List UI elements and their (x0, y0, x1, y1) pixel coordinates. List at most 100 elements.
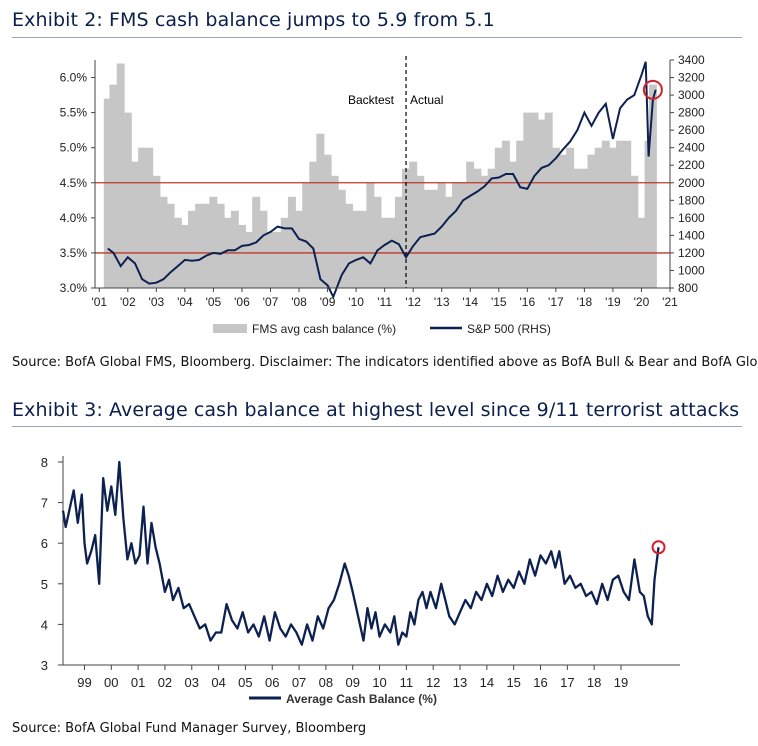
cash-balance-bar (648, 84, 657, 288)
y2-tick-label: 3000 (678, 88, 705, 102)
cash-balance-bar (594, 147, 603, 288)
cash-balance-bar (473, 168, 482, 288)
legend-label-line: Average Cash Balance (%) (286, 692, 437, 706)
y2-tick-label: 1600 (678, 211, 705, 225)
y2-tick-label: 3200 (678, 71, 705, 85)
cash-balance-bar (601, 140, 610, 288)
cash-balance-bar (216, 203, 225, 288)
x-tick-label: 08 (319, 675, 333, 690)
exhibit3-title: Exhibit 3: Average cash balance at highe… (12, 399, 740, 421)
x-tick-label: 04 (211, 675, 225, 690)
exhibit2-title: Exhibit 2: FMS cash balance jumps to 5.9… (12, 9, 495, 31)
cash-balance-bar (523, 112, 532, 288)
y-tick-label: 7 (41, 496, 48, 511)
x-tick-label: '21 (662, 295, 678, 309)
y-tick-label: 6 (41, 536, 48, 551)
x-tick-label: '04 (177, 295, 193, 309)
cash-balance-bar (238, 224, 246, 288)
cash-balance-bar (487, 168, 496, 288)
cash-balance-bar (145, 147, 154, 288)
cash-balance-bar (103, 98, 112, 288)
x-tick-label: '02 (120, 295, 136, 309)
x-tick-label: '07 (263, 295, 279, 309)
cash-balance-bar (394, 196, 403, 288)
cash-balance-bar (580, 168, 589, 288)
y-tick-label: 5.5% (60, 106, 88, 120)
cash-balance-bar (295, 210, 303, 288)
cash-balance-bar (202, 203, 211, 288)
y2-tick-label: 800 (678, 281, 698, 295)
cash-balance-bar (644, 140, 653, 288)
x-tick-label: '15 (491, 295, 507, 309)
cash-balance-bar (459, 182, 468, 288)
x-tick-label: '09 (320, 295, 336, 309)
x-tick-label: '20 (634, 295, 650, 309)
y-tick-label: 4.0% (60, 211, 88, 225)
y-tick-label: 3 (41, 658, 48, 673)
y2-tick-label: 1800 (678, 193, 705, 207)
cash-balance-bar (423, 189, 432, 288)
y2-tick-label: 2000 (678, 176, 705, 190)
x-tick-label: 13 (453, 675, 467, 690)
cash-balance-bar (630, 175, 639, 288)
x-tick-label: '05 (206, 295, 222, 309)
cash-balance-bar (330, 175, 339, 288)
y2-tick-label: 1400 (678, 228, 705, 242)
x-tick-label: '10 (348, 295, 364, 309)
x-tick-label: 14 (480, 675, 494, 690)
legend-label-bars: FMS avg cash balance (%) (252, 322, 396, 336)
cash-balance-bar (566, 147, 575, 288)
exhibit2-source: Source: BofA Global FMS, Bloomberg. Disc… (12, 355, 758, 370)
x-tick-label: 99 (77, 675, 91, 690)
highlight-circle (651, 540, 666, 555)
cash-balance-bar (337, 189, 346, 288)
y2-tick-label: 3400 (678, 53, 705, 67)
cash-balance-bar (402, 168, 410, 288)
x-tick-label: 10 (372, 675, 386, 690)
x-tick-label: 17 (560, 675, 574, 690)
x-tick-label: 11 (400, 675, 414, 690)
x-tick-label: 06 (265, 675, 279, 690)
y-tick-label: 3.0% (60, 281, 88, 295)
cash-balance-bar (323, 154, 332, 288)
x-tick-label: '13 (434, 295, 450, 309)
cash-balance-bar (537, 119, 546, 288)
cash-balance-bar (209, 196, 218, 288)
cash-balance-bar (116, 63, 125, 288)
cash-balance-bar (452, 182, 460, 288)
y2-tick-label: 2400 (678, 141, 705, 155)
cash-balance-bar (494, 147, 503, 288)
cash-balance-bar (544, 112, 553, 288)
annotation-actual: Actual (410, 93, 443, 107)
cash-balance-bar (409, 161, 418, 288)
x-tick-label: '14 (462, 295, 478, 309)
sp500-line (107, 61, 657, 300)
annotation-backtest: Backtest (348, 93, 395, 107)
x-tick-label: 15 (506, 675, 520, 690)
x-tick-label: '08 (291, 295, 307, 309)
x-tick-label: '03 (149, 295, 165, 309)
cash-balance-bar (530, 112, 539, 288)
cash-balance-bar (437, 182, 446, 288)
cash-balance-bar (480, 175, 489, 288)
cash-balance-bar (345, 203, 353, 288)
x-tick-label: 02 (158, 675, 172, 690)
x-tick-label: '01 (91, 295, 107, 309)
cash-balance-bar (359, 210, 368, 288)
cash-balance-bar (352, 210, 361, 288)
x-tick-label: '18 (577, 295, 593, 309)
x-tick-label: '12 (405, 295, 421, 309)
cash-balance-bar (302, 182, 311, 288)
cash-balance-bar (623, 140, 632, 288)
y-tick-label: 4 (41, 617, 48, 632)
exhibit3-title-rule (12, 426, 742, 427)
cash-balance-bar (501, 140, 510, 288)
cash-balance-bar (287, 196, 296, 288)
y2-tick-label: 2800 (678, 106, 705, 120)
x-tick-label: 00 (104, 675, 118, 690)
cash-balance-bar (466, 161, 475, 288)
cash-balance-bar (188, 210, 196, 288)
fms-cash-balance-chart: Backtest Actual 6.0% 5.5% 5.0% 4.5% 4.0% 3.5% 3.… (60, 53, 705, 336)
y2-tick-label: 1200 (678, 246, 705, 260)
exhibit2-title-rule (12, 37, 742, 38)
